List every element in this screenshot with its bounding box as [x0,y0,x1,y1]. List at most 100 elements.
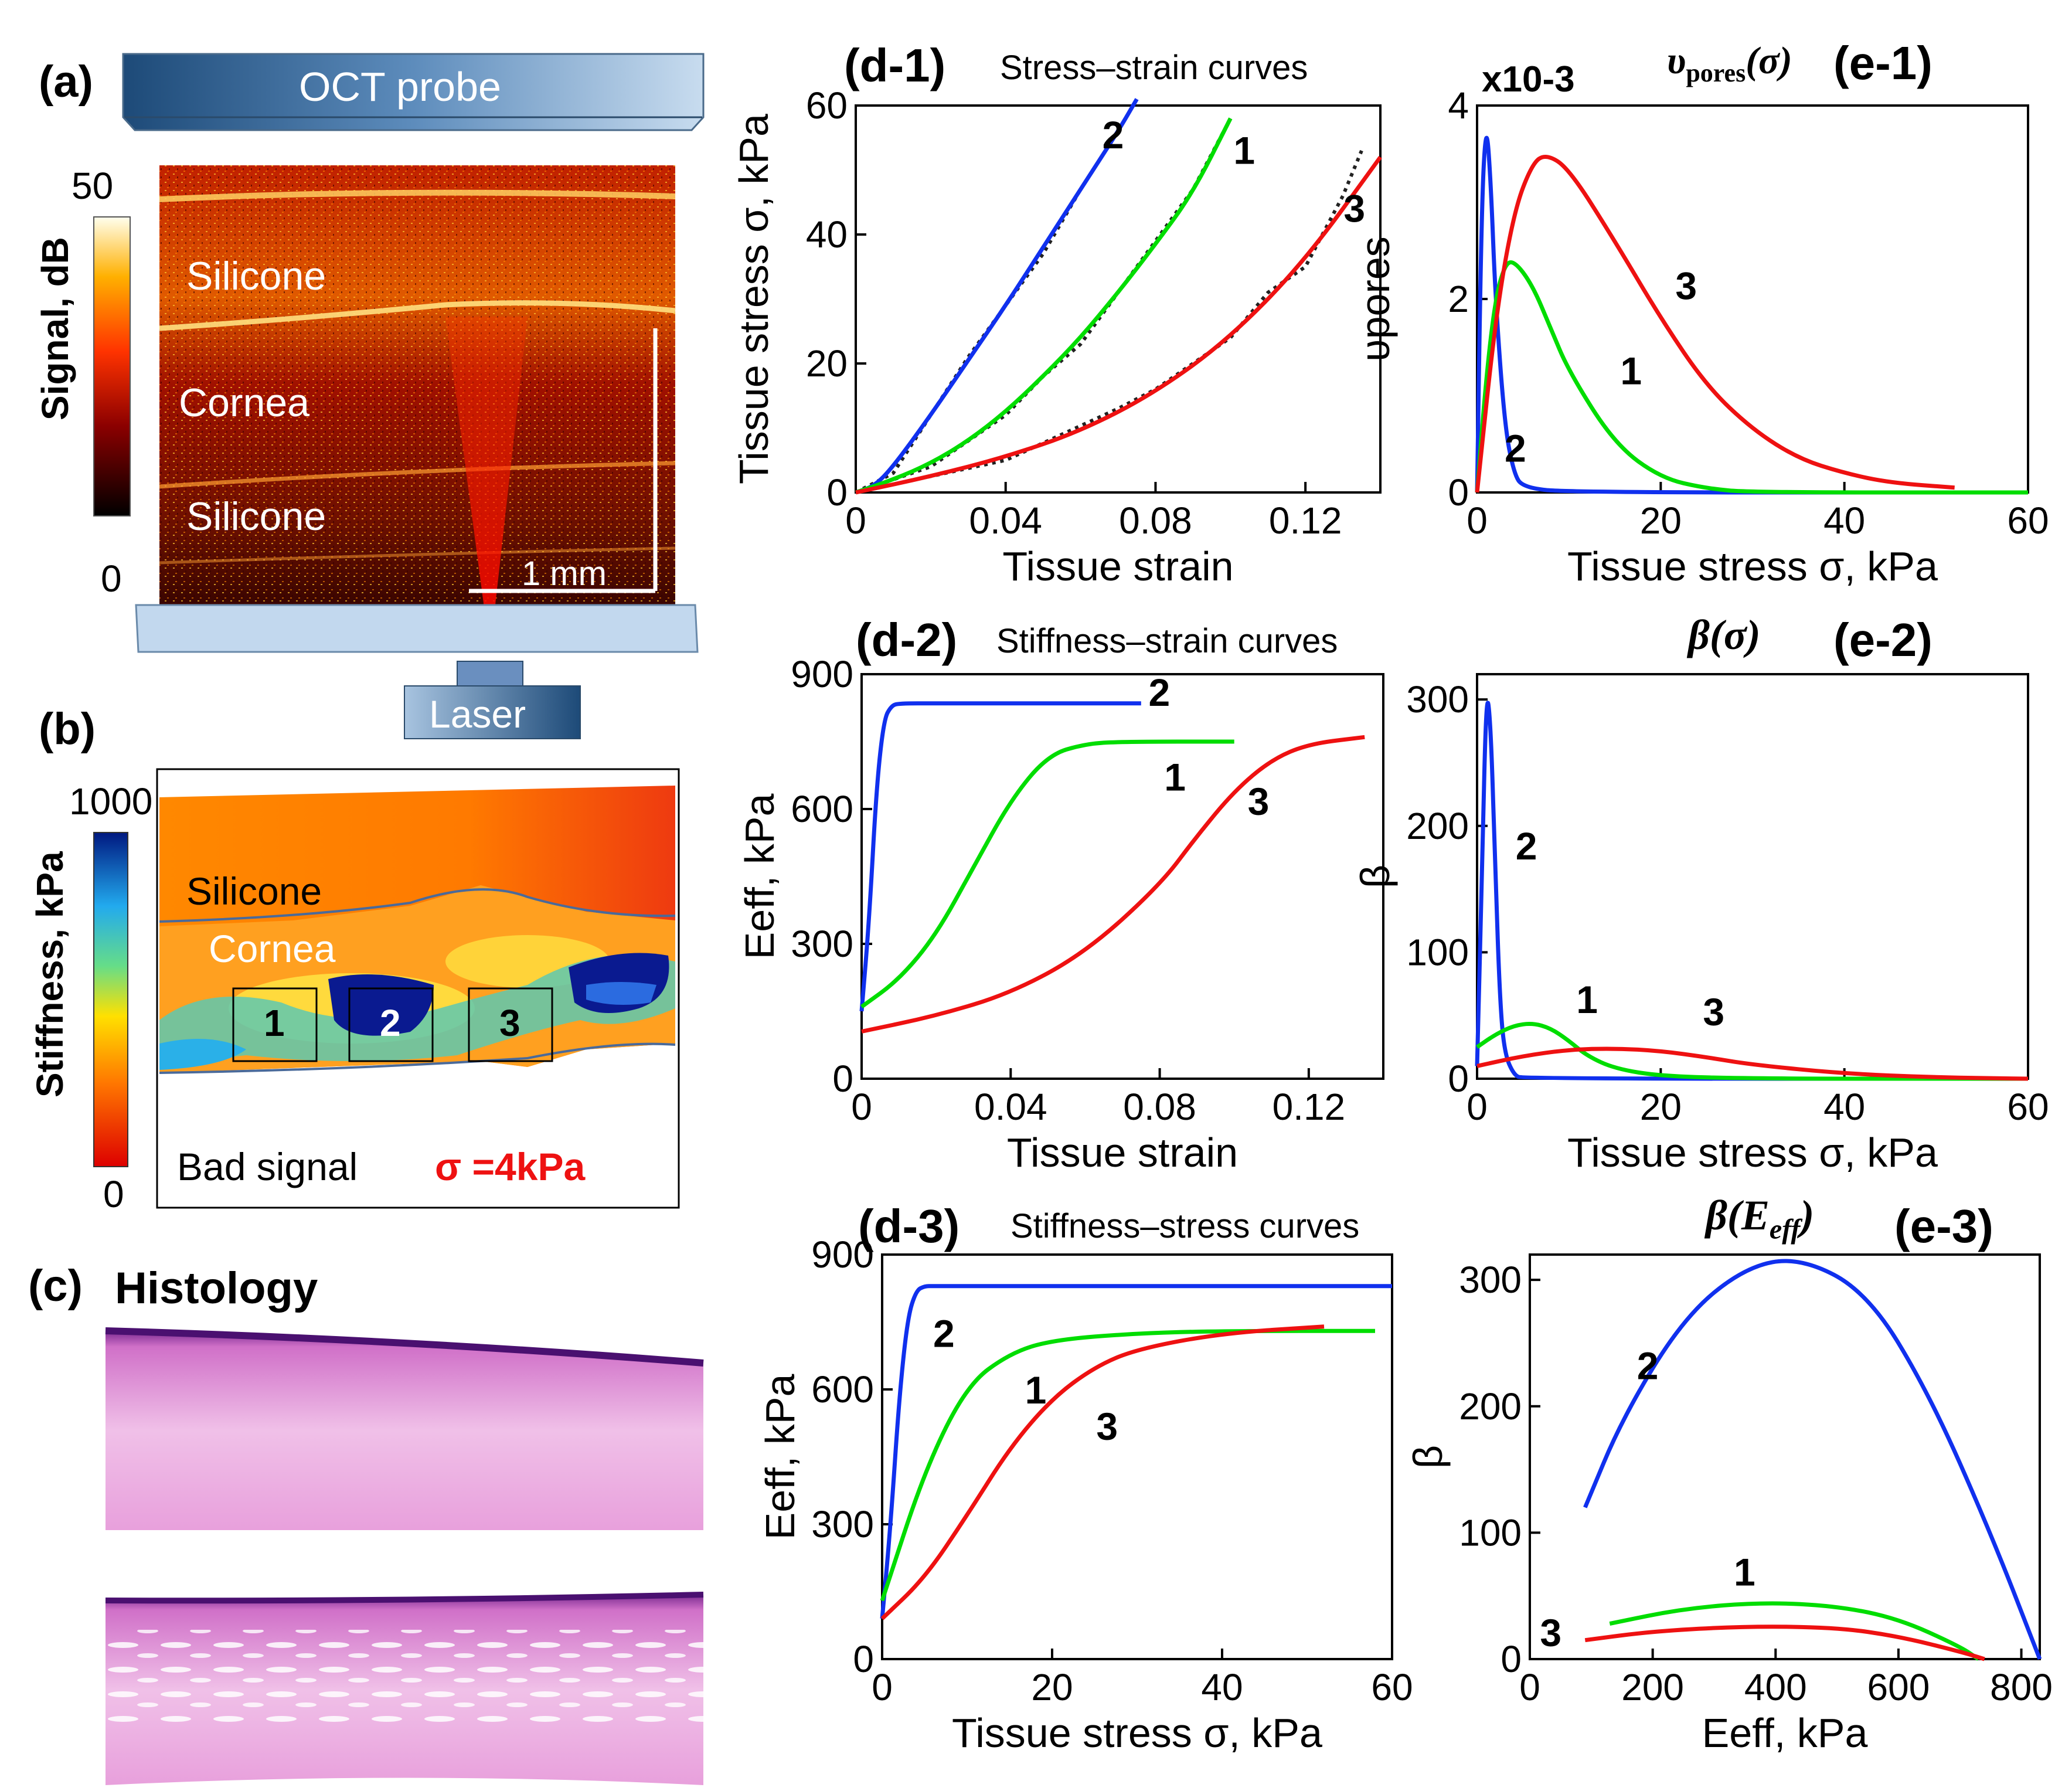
laser-box [404,685,581,739]
e1-xtick-label: 60 [2007,499,2049,542]
e3-panel-label: (e-3) [1894,1200,1993,1252]
d3-ytick-label: 300 [811,1503,874,1545]
e2-ytick-label: 300 [1406,678,1469,721]
e2-panel-label: (e-2) [1833,614,1932,666]
signal-colorbar [93,216,131,516]
d2-ytick-label: 900 [791,653,853,695]
d1-xtick-label: 0.08 [1119,499,1192,542]
e1-curve-label-3: 3 [1675,264,1697,307]
panel-a-label: (a) [39,57,93,107]
panel-c-label: (c) [28,1261,83,1311]
panel-b: (b) [0,704,727,1219]
e2-xtick-label: 60 [2007,1086,2049,1128]
d2-series-3 [861,735,1365,1034]
e2-xtick-label: 0 [1467,1086,1488,1128]
panel-a-drawing [93,53,705,739]
panel-c: (c) Histology [0,1243,727,1791]
d3-curve-label-1: 1 [1025,1368,1047,1412]
layer-label-silicone-bottom: Silicone [186,494,326,539]
d3-title: Stiffness–stress curves [1011,1207,1360,1245]
d2-xtick-label: 0.08 [1123,1086,1196,1128]
d2-curve-label-1: 1 [1164,756,1186,799]
e3-ylabel: β [1405,1445,1451,1469]
e2-xtick-label: 40 [1823,1086,1865,1128]
d3-ytick-label: 600 [811,1368,874,1411]
e1-xtick-label: 40 [1823,499,1865,542]
region-label-3: 3 [499,1002,520,1044]
e3-series-1 [1609,1601,1980,1661]
d1-experiment-line [855,98,1139,494]
e2-xtick-label: 20 [1640,1086,1682,1128]
d3-xtick-label: 20 [1031,1666,1073,1708]
e3-ytick-label: 200 [1459,1385,1522,1428]
signal-colorbar-max: 50 [72,165,114,207]
e1-exponent: x10-3 [1482,59,1575,100]
region-label-1: 1 [264,1002,285,1044]
d1-xtick-label: 0.04 [969,499,1042,542]
d3-curve-label-3: 3 [1096,1405,1118,1448]
d1-panel-label: (d-1) [844,39,946,91]
e3-curve-label-3: 3 [1540,1611,1561,1654]
map-label-cornea: Cornea [209,927,336,970]
e2-xlabel: Tissue stress σ, kPa [1567,1130,1938,1175]
e1-series-1 [1475,260,2028,495]
d1-xtick-label: 0.12 [1269,499,1342,542]
e3-xtick-label: 400 [1744,1666,1807,1708]
d3-xtick-label: 40 [1201,1666,1243,1708]
e2-curve-label-2: 2 [1516,824,1537,868]
e2-series-1 [1476,1022,2028,1081]
probe-label: OCT probe [299,64,501,110]
sigma-note: σ =4kPa [435,1145,586,1188]
e2-ylabel: β [1352,865,1398,888]
e3-xtick-label: 200 [1621,1666,1684,1708]
d1-curve-label-2: 2 [1103,113,1124,157]
region-box-1 [232,987,318,1062]
e2-chart: 0 20 40 60 0 100 200 300 2 1 3 Tissue stress σ, kPa… [1352,673,2049,1175]
e3-xtick-label: 800 [1990,1666,2053,1708]
e3-title: β(Eeff) [1706,1192,1815,1245]
e3-chart: 0 200 400 600 800 0 100 200 300 2 1 3 Eeff, kPa β [1405,1253,2053,1756]
d3-xlabel: Tissue stress σ, kPa [952,1710,1322,1756]
e3-plot-frame [1529,1253,2041,1660]
e3-curve-label-2: 2 [1637,1344,1659,1388]
e1-ylabel: υpores [1352,236,1398,361]
scale-bar-label: 1 mm [522,555,607,593]
panel-a: (a) [0,0,727,750]
d2-ytick-label: 600 [791,788,853,830]
d1-ytick-label: 20 [806,342,848,385]
bad-signal-label: Bad signal [177,1145,358,1188]
d3-xtick-label: 60 [1371,1666,1413,1708]
region-box-3 [468,987,553,1062]
d1-xtick-label: 0 [845,499,866,542]
d1-curve-label-3: 3 [1343,186,1365,230]
d2-ylabel: Eeff, kPa [737,794,782,960]
d2-xtick-label: 0.04 [974,1086,1047,1128]
d3-curve-label-2: 2 [933,1311,955,1355]
e1-title: υpores(σ) [1667,39,1792,88]
d2-chart: 0 0.04 0.08 0.12 0 300 600 900 2 1 3 Tissue strain E… [737,653,1384,1175]
d1-chart: 0 0.04 0.08 0.12 0 20 40 60 2 1 3 Tissue strain Tiss… [731,84,1382,589]
laser-beam [445,317,528,652]
d3-panel-label: (d-3) [858,1200,960,1252]
panel-c-title: Histology [115,1263,318,1313]
e3-ytick-label: 300 [1459,1259,1522,1301]
d2-xtick-label: 0.12 [1273,1086,1346,1128]
d3-ytick-label: 0 [853,1638,874,1680]
d2-title: Stiffness–strain curves [996,622,1338,660]
d1-xlabel: Tissue strain [1002,543,1233,589]
d1-ytick-label: 60 [806,84,848,127]
panel-b-label: (b) [39,704,96,754]
e3-series-2 [1583,1259,2042,1660]
e2-ytick-label: 200 [1406,805,1469,847]
map-label-silicone: Silicone [186,869,322,913]
d3-series-1 [880,1328,1375,1602]
e1-curve-label-2: 2 [1505,427,1526,470]
e3-xtick-label: 600 [1867,1666,1930,1708]
d2-ytick-label: 0 [832,1058,853,1100]
d1-title: Stress–strain curves [1000,49,1308,87]
e3-curve-label-1: 1 [1734,1550,1755,1593]
d1-series-1 [855,117,1233,495]
